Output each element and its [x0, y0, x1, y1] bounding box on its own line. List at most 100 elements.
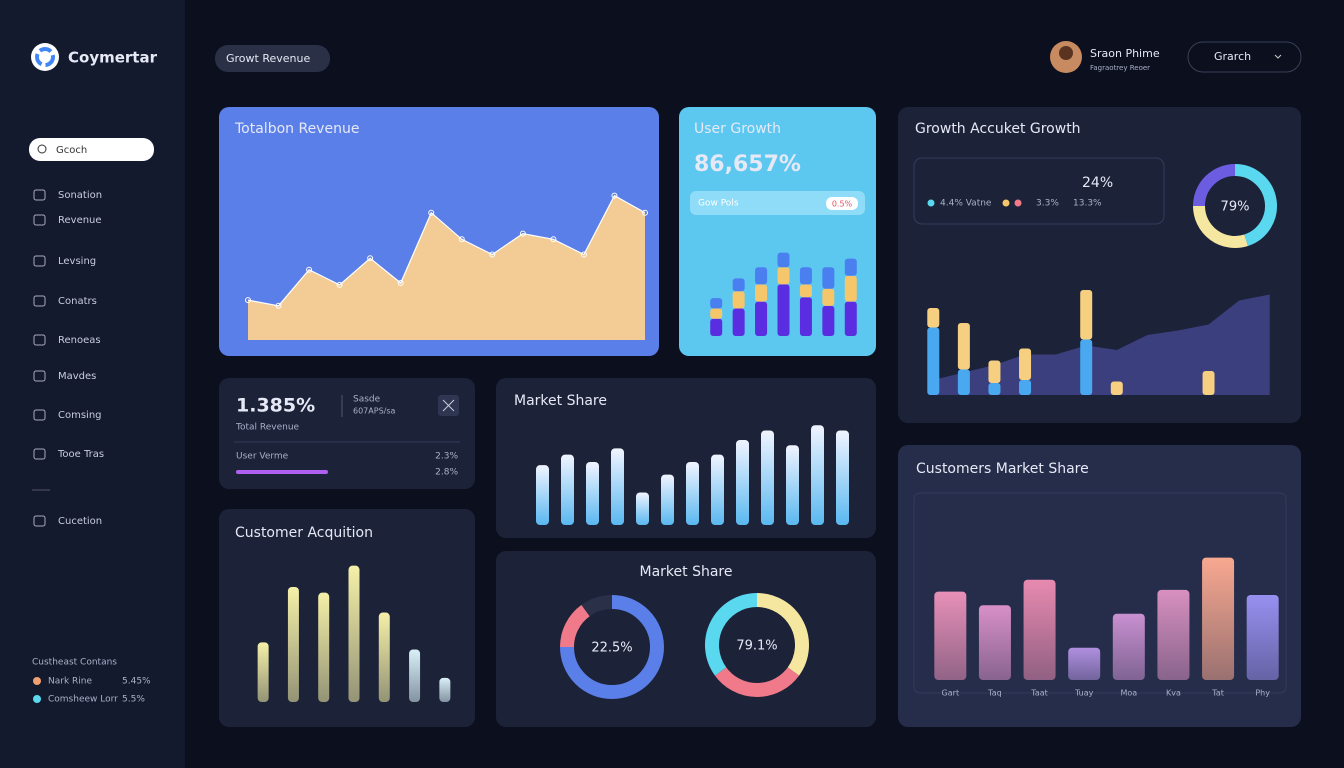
- donut-label: 22.5%: [591, 641, 632, 656]
- stat-row-label: User Verme: [236, 452, 289, 462]
- bar: [1246, 595, 1279, 680]
- growth-item: 13.3%: [1073, 199, 1102, 209]
- nav-item[interactable]: Revenue: [58, 215, 102, 226]
- growth-box: [913, 157, 1165, 225]
- stat-bar-value: 2.8%: [435, 468, 458, 478]
- legend-dot: [1002, 199, 1010, 207]
- line: [247, 194, 646, 307]
- chart-title: Market Share: [640, 564, 733, 580]
- footer-item: Nark Rine: [48, 677, 92, 687]
- bar: [257, 642, 269, 702]
- chevron: [1274, 54, 1282, 59]
- point: [275, 302, 282, 309]
- bar-segment: [1019, 348, 1032, 380]
- point: [397, 280, 404, 286]
- bar-segment: [755, 301, 768, 336]
- growth-value: 24%: [1082, 175, 1113, 191]
- chart-title: Customers Market Share: [916, 461, 1089, 477]
- bar-segment: [1110, 381, 1123, 395]
- point: [458, 236, 465, 243]
- nav-icon: [33, 334, 46, 346]
- bar-segment: [710, 318, 723, 336]
- chart-title: Growth Accuket Growth: [915, 121, 1081, 137]
- bar-segment: [822, 267, 835, 289]
- point: [306, 266, 313, 273]
- chart-title: Totalbon Revenue: [234, 121, 359, 137]
- bar: [611, 448, 624, 525]
- bar: [287, 586, 299, 702]
- bar: [1202, 557, 1235, 680]
- progress-bar: [236, 470, 328, 474]
- bar: [586, 462, 599, 525]
- point: [489, 251, 496, 258]
- search-dropdown[interactable]: [1187, 41, 1302, 73]
- bar-segment: [732, 291, 745, 309]
- chart-title: Customer Acquition: [235, 525, 373, 541]
- nav-icon: [33, 189, 46, 201]
- nav-item[interactable]: Cucetion: [58, 516, 102, 527]
- user-growth-pill: [690, 191, 865, 215]
- chart-title: Market Share: [514, 393, 607, 409]
- growth-item: 4.4% Vatne: [940, 199, 992, 209]
- tab[interactable]: [215, 45, 330, 72]
- search-text: Gcoch: [56, 145, 87, 156]
- bar-segment: [777, 284, 790, 336]
- nav-item[interactable]: Levsing: [58, 256, 96, 267]
- bar-segment: [927, 308, 940, 328]
- avatar-face: [1059, 46, 1073, 60]
- point: [367, 255, 374, 262]
- bar-segment: [927, 327, 940, 395]
- bar: [1157, 589, 1190, 680]
- bar-segment: [988, 360, 1001, 383]
- legend-dot: [33, 695, 41, 703]
- bar-segment: [988, 383, 1001, 395]
- bar: [711, 454, 724, 525]
- x-tick-label: Taq: [987, 689, 1002, 698]
- sidebar: [0, 0, 185, 768]
- donut-segment: [705, 593, 758, 676]
- bar: [636, 492, 649, 525]
- nav-item[interactable]: Tooe Tras: [57, 449, 104, 460]
- bar-segment: [1080, 290, 1093, 340]
- bar-segment: [1019, 380, 1032, 395]
- bar-segment: [844, 275, 857, 302]
- nav-item[interactable]: Renoeas: [58, 335, 101, 346]
- nav-item[interactable]: Sonation: [58, 190, 102, 201]
- stat-side-value: 607APS/sa: [353, 407, 396, 416]
- point: [611, 192, 618, 199]
- user-subtitle: Fagraotrey Reoer: [1090, 64, 1150, 72]
- bar-segment: [822, 305, 835, 336]
- donut-segment: [1193, 205, 1248, 248]
- bar-segment: [799, 297, 812, 336]
- bar-segment: [1080, 339, 1093, 395]
- bar-segment: [755, 267, 768, 285]
- bar-segment: [710, 308, 723, 319]
- bar-segment: [777, 267, 790, 285]
- tab-label: Growt Revenue: [226, 52, 310, 65]
- card: [219, 509, 475, 727]
- x-tick-label: Moa: [1120, 689, 1137, 698]
- nav-item[interactable]: Conatrs: [58, 296, 97, 307]
- bar-segment: [732, 278, 745, 292]
- badge: [826, 197, 858, 210]
- bar: [439, 677, 451, 702]
- legend-dot: [1014, 199, 1022, 207]
- nav-icon: [33, 448, 46, 460]
- nav-icon: [33, 515, 46, 527]
- point: [336, 281, 343, 288]
- bar-segment: [755, 284, 768, 302]
- stat-row-value: 2.3%: [435, 452, 458, 462]
- footer-title: Custheast Contans: [32, 658, 117, 668]
- donut-segment: [581, 595, 613, 617]
- footer-item: Comsheew Lorr: [48, 695, 118, 705]
- x-tick-label: Tat: [1211, 689, 1224, 698]
- point: [550, 236, 557, 243]
- bar-segment: [777, 252, 790, 268]
- nav-item[interactable]: Comsing: [58, 410, 102, 421]
- point: [519, 230, 526, 237]
- brand: Coymertar: [68, 49, 158, 67]
- search-box[interactable]: [29, 138, 154, 161]
- bar: [934, 591, 967, 680]
- nav-item[interactable]: Mavdes: [58, 371, 96, 382]
